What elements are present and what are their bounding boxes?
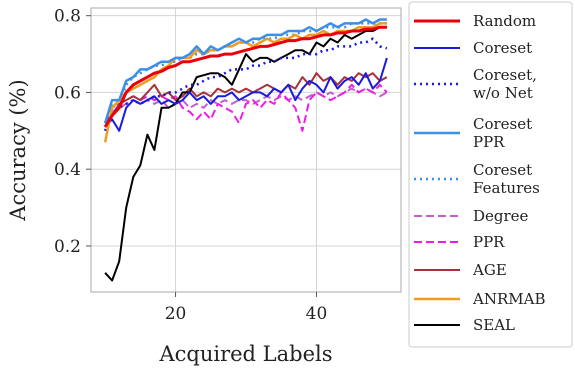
plot-frame xyxy=(90,7,402,293)
y-axis-label: Accuracy (%) xyxy=(6,79,30,221)
legend-label-coreset: Coreset xyxy=(473,39,532,57)
series-line-coreset-features xyxy=(103,22,387,124)
legend-label-coreset-ppr: Coreset PPR xyxy=(473,115,532,151)
y-tick-label-0.2: 0.2 xyxy=(54,237,81,257)
series-line-random xyxy=(103,25,387,128)
legend-label-anrmab: ANRMAB xyxy=(472,290,545,308)
legend-label-coreset-w-o-net: Coreset, w/o Net xyxy=(473,66,537,102)
y-tick-label-0.6: 0.6 xyxy=(54,83,81,103)
legend-label-degree: Degree xyxy=(473,207,529,225)
legend-label-seal: SEAL xyxy=(473,316,515,334)
series-line-coreset xyxy=(104,57,388,132)
x-tick-label-40: 40 xyxy=(306,304,328,324)
legend: Random Coreset Coreset, w/o Net Coreset PPR Co… xyxy=(408,1,573,348)
series-lines xyxy=(103,18,388,282)
axis-ticks: 20 40 0.2 0.4 0.6 0.8 xyxy=(54,7,327,324)
series-line-age xyxy=(104,72,388,128)
y-tick-label-0.4: 0.4 xyxy=(54,160,81,180)
series-line-coreset-ppr xyxy=(103,18,387,124)
x-axis-label: Acquired Labels xyxy=(158,342,332,366)
legend-box xyxy=(408,1,573,348)
legend-label-ppr: PPR xyxy=(473,233,505,251)
legend-label-coreset-features: Coreset Features xyxy=(473,161,540,197)
x-tick-label-20: 20 xyxy=(165,304,187,324)
y-tick-label-0.8: 0.8 xyxy=(54,7,81,27)
legend-label-age: AGE xyxy=(472,261,507,279)
series-line-seal xyxy=(104,26,387,282)
series-line-ppr xyxy=(104,83,388,132)
legend-label-random: Random xyxy=(473,12,536,30)
series-line-coreset-w-o-net xyxy=(103,37,388,132)
